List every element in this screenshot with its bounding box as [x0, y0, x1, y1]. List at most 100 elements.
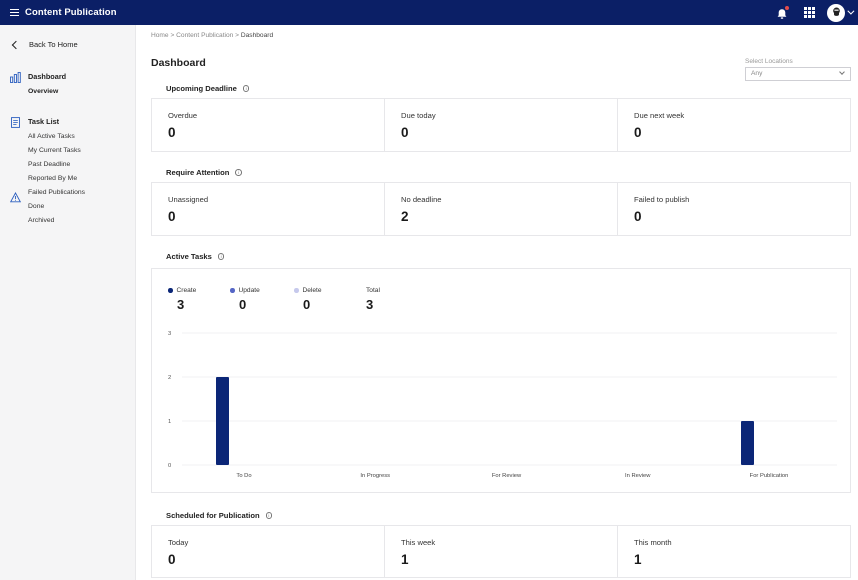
stat-value: 1 [634, 552, 642, 567]
location-select-value: Any [751, 70, 763, 77]
chart-legend: Create 3 Update 0 Delete 0 Total 3 [168, 287, 426, 312]
chevron-down-icon [839, 69, 845, 75]
active-tasks-title: Active Tasks [166, 252, 212, 261]
sidebar: Back To Home Dashboard Overview Task Lis… [0, 25, 136, 580]
scheduled-card: Today 0 This week 1 This month 1 [151, 525, 851, 578]
scheduled-title: Scheduled for Publication [166, 511, 260, 520]
back-to-home-link[interactable]: Back To Home [10, 40, 78, 49]
sidebar-group-dashboard: Dashboard Overview [10, 70, 66, 95]
top-bar: Content Publication [0, 0, 858, 25]
legend-value: 0 [303, 297, 311, 312]
stat-overdue[interactable]: Overdue 0 [152, 99, 385, 151]
sidebar-item-reported-by-me[interactable]: Reported By Me [28, 175, 78, 182]
chevron-left-icon [11, 40, 21, 49]
y-tick-label: 1 [168, 419, 171, 425]
sidebar-item-done[interactable]: Done [28, 203, 45, 210]
stat-label: This month [634, 538, 672, 547]
stat-label: Unassigned [168, 195, 209, 204]
legend-value: 0 [239, 297, 247, 312]
stat-label: Failed to publish [634, 195, 690, 204]
sidebar-item-task-list[interactable]: Task List [28, 117, 60, 126]
back-to-home-label: Back To Home [29, 40, 78, 49]
stat-value: 0 [634, 209, 642, 224]
document-icon [10, 115, 21, 133]
breadcrumb-home[interactable]: Home [151, 32, 169, 39]
x-tick-label: In Progress [360, 473, 390, 479]
stat-this-week[interactable]: This week 1 [385, 526, 618, 577]
sidebar-item-my-current-tasks[interactable]: My Current Tasks [28, 147, 81, 154]
y-tick-label: 0 [168, 463, 171, 469]
main-content: Home > Content Publication > Dashboard D… [137, 25, 858, 580]
stat-this-month[interactable]: This month 1 [618, 526, 850, 577]
sidebar-item-dashboard[interactable]: Dashboard [28, 72, 67, 81]
stat-value: 1 [401, 552, 409, 567]
stat-label: Due today [401, 111, 436, 120]
require-attention-title: Require Attention [166, 168, 230, 177]
location-select-label: Select Locations [745, 58, 793, 65]
stat-value: 0 [168, 125, 176, 140]
bar-chart-icon [10, 70, 21, 95]
stat-label: Due next week [634, 111, 685, 120]
apps-grid-icon[interactable] [804, 7, 815, 18]
page-title: Dashboard [151, 57, 206, 69]
legend-label: Create [176, 287, 197, 294]
stat-no-deadline[interactable]: No deadline 2 [385, 183, 618, 235]
legend-delete[interactable]: Delete 0 [294, 287, 366, 312]
active-tasks-bar-chart: 0 1 2 3 To Do In Progress For Review In Review F… [168, 331, 837, 479]
sidebar-item-all-active-tasks[interactable]: All Active Tasks [28, 133, 75, 140]
breadcrumb: Home > Content Publication > Dashboard [151, 32, 273, 39]
stat-value: 0 [401, 125, 409, 140]
stat-label: Today [168, 538, 189, 547]
breadcrumb-content-publication[interactable]: Content Publication [176, 32, 234, 39]
y-tick-label: 3 [168, 331, 171, 337]
legend-total: Total 3 [366, 287, 426, 312]
notification-bell-icon[interactable] [776, 5, 789, 19]
info-icon[interactable]: i [235, 169, 242, 176]
info-icon[interactable]: i [265, 512, 273, 519]
legend-dot [168, 288, 173, 293]
stat-value: 0 [168, 552, 176, 567]
legend-label: Delete [302, 287, 322, 294]
chart-bar[interactable] [741, 421, 754, 465]
breadcrumb-separator: > [235, 32, 240, 39]
sidebar-item-archived[interactable]: Archived [28, 217, 55, 224]
section-title-require-attention: Require Attention i [166, 168, 242, 177]
stat-value: 0 [168, 209, 176, 224]
user-avatar[interactable] [827, 3, 845, 22]
stat-due-next-week[interactable]: Due next week 0 [618, 99, 850, 151]
chart-bar[interactable] [216, 377, 229, 465]
breadcrumb-separator: > [170, 32, 175, 39]
chevron-down-icon[interactable] [847, 7, 855, 15]
legend-value: 3 [177, 297, 185, 312]
x-tick-label: In Review [625, 473, 651, 479]
stat-today[interactable]: Today 0 [152, 526, 385, 577]
section-title-upcoming-deadline: Upcoming Deadline i [166, 84, 250, 93]
info-icon[interactable]: i [217, 253, 225, 260]
legend-dot [230, 288, 235, 293]
app-title: Content Publication [25, 7, 117, 18]
hamburger-menu-icon[interactable] [10, 9, 19, 16]
warning-icon [9, 190, 22, 208]
location-select[interactable]: Any [745, 67, 851, 81]
legend-create[interactable]: Create 3 [168, 287, 230, 312]
require-attention-card: Unassigned 0 No deadline 2 Failed to pub… [151, 182, 851, 236]
legend-value: 3 [366, 297, 374, 312]
notification-dot [785, 5, 789, 10]
sidebar-item-failed-publications[interactable]: Failed Publications [28, 189, 86, 196]
section-title-active-tasks: Active Tasks i [166, 252, 225, 261]
legend-dot [294, 288, 299, 293]
stat-unassigned[interactable]: Unassigned 0 [152, 183, 385, 235]
legend-update[interactable]: Update 0 [230, 287, 294, 312]
info-icon[interactable]: i [242, 85, 250, 92]
x-tick-label: For Publication [750, 473, 789, 479]
stat-failed-to-publish[interactable]: Failed to publish 0 [618, 183, 850, 235]
stat-value: 0 [634, 125, 642, 140]
stat-label: This week [401, 538, 436, 547]
legend-label: Update [238, 287, 260, 294]
legend-label: Total [366, 287, 380, 294]
sidebar-item-past-deadline[interactable]: Past Deadline [28, 161, 71, 168]
upcoming-deadline-card: Overdue 0 Due today 0 Due next week 0 [151, 98, 851, 152]
sidebar-item-overview[interactable]: Overview [28, 88, 59, 95]
stat-due-today[interactable]: Due today 0 [385, 99, 618, 151]
